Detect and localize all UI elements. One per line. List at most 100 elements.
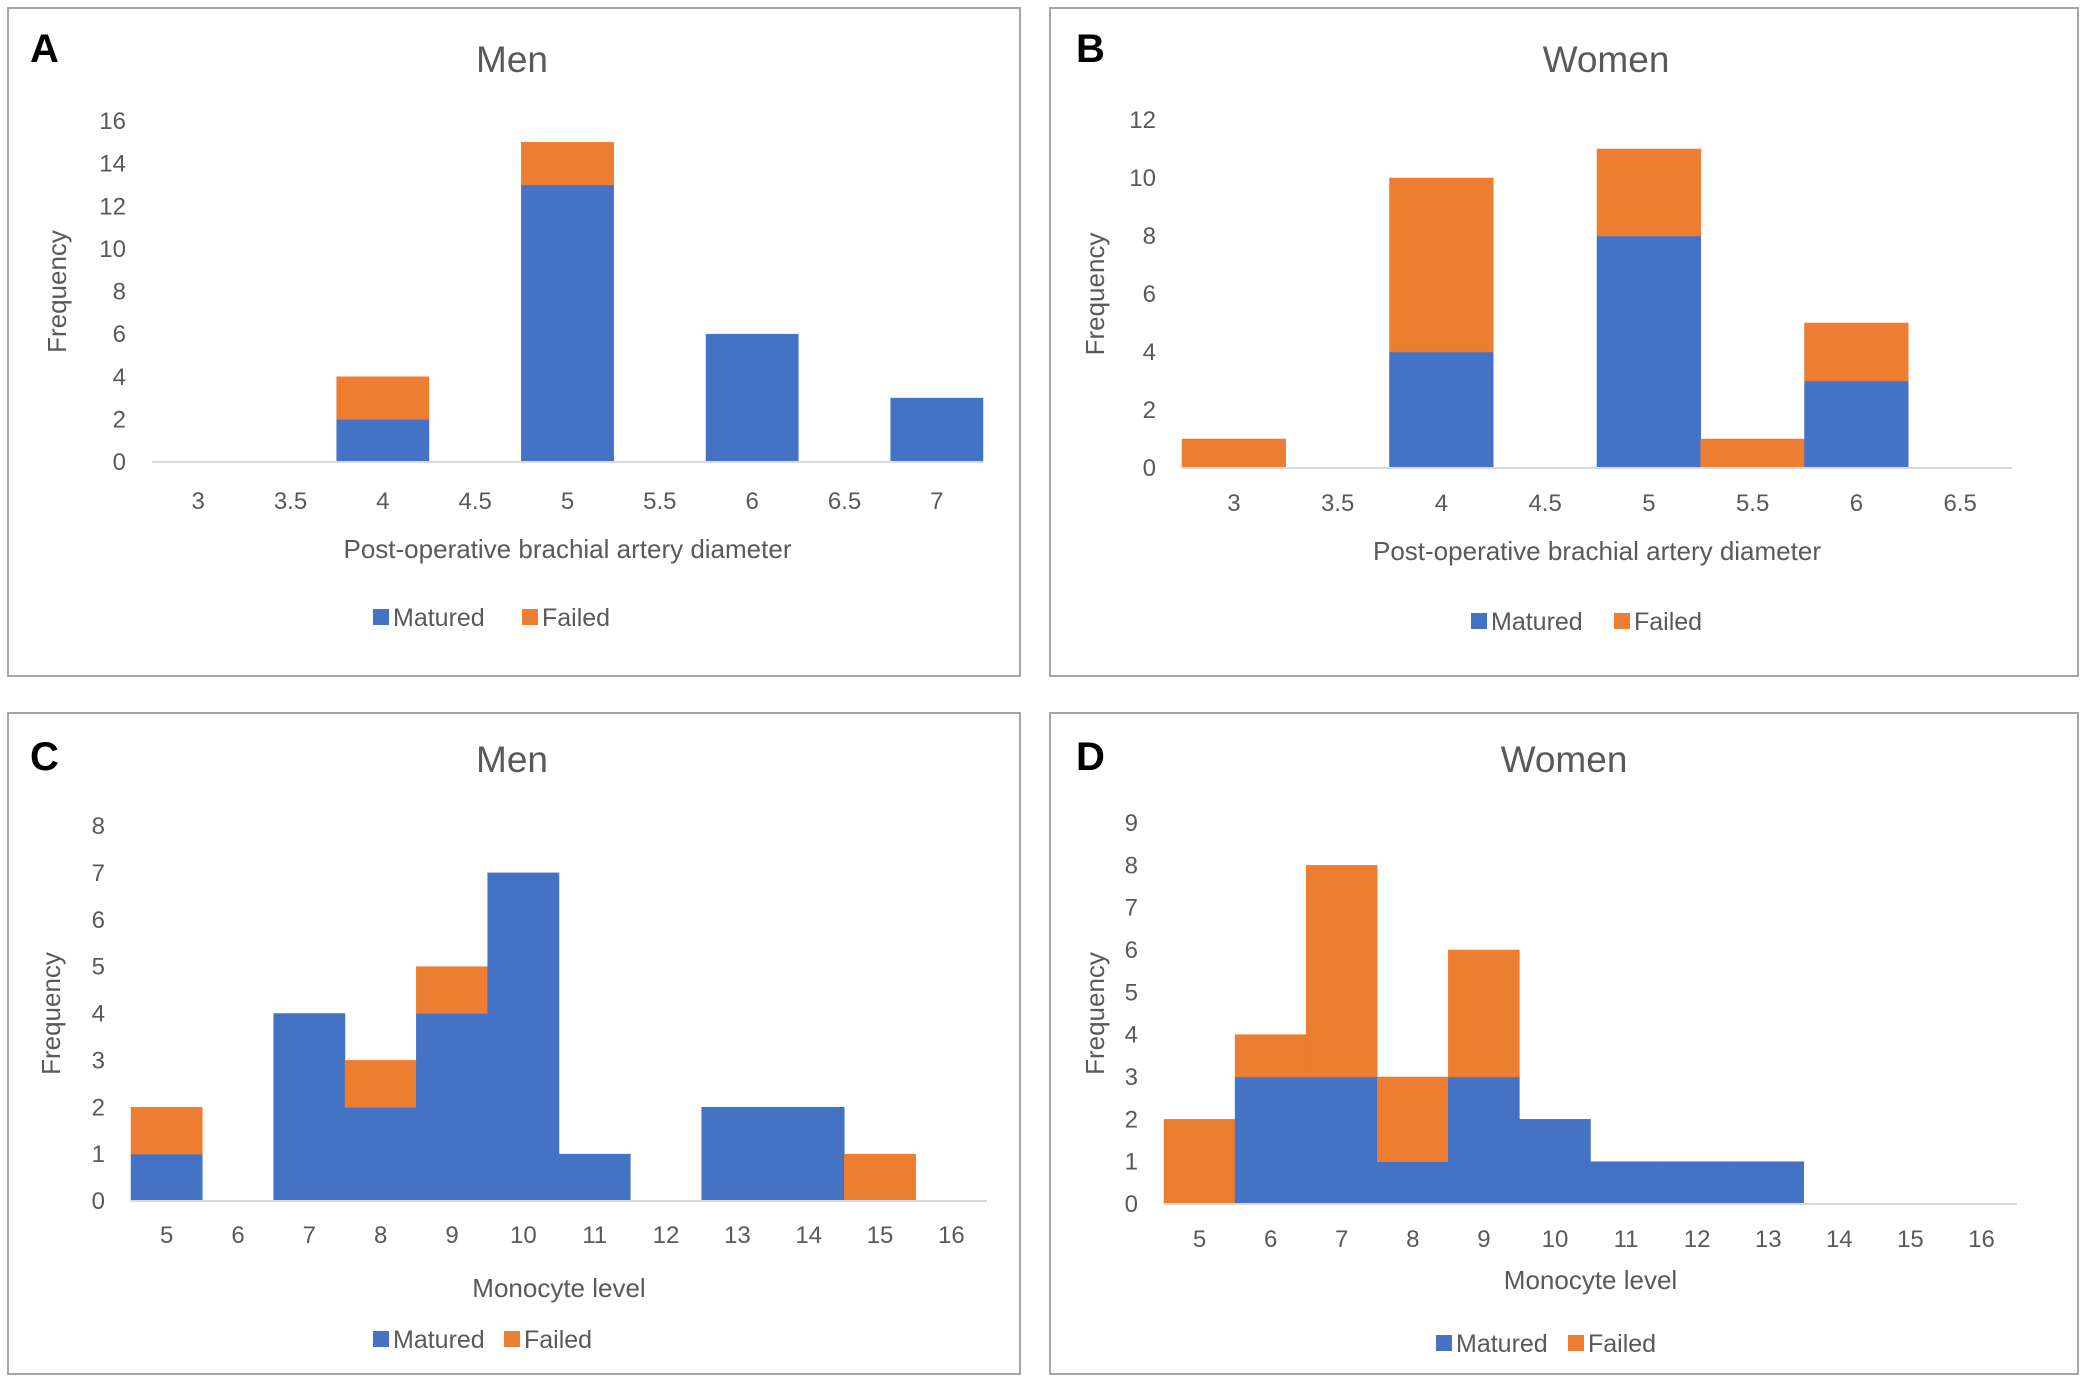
bar-matured-8 [344,1107,417,1202]
bar-matured-5 [521,184,614,463]
x-tick-label: 5 [1642,490,1655,517]
x-axis-title: Post-operative brachial artery diameter [344,534,792,564]
x-tick-label: 7 [1335,1226,1348,1253]
bar-matured-12 [1661,1161,1733,1205]
chart-title: Men [476,739,548,780]
y-tick-label: 0 [113,449,126,476]
y-tick-label: 4 [1125,1022,1138,1049]
y-tick-label: 0 [1143,455,1156,482]
x-tick-label: 6.5 [1943,490,1976,517]
y-tick-label: 7 [92,860,105,887]
y-tick-label: 4 [92,1001,105,1028]
y-tick-label: 16 [99,108,126,135]
y-tick-label: 6 [1143,281,1156,308]
chart-title: Women [1501,739,1628,780]
y-tick-label: 8 [1143,223,1156,250]
y-tick-label: 0 [92,1188,105,1215]
x-axis-title: Monocyte level [1504,1265,1677,1295]
panel-frame [1049,712,2079,1375]
x-tick-label: 5 [160,1222,173,1249]
bar-matured-7 [273,1013,346,1202]
legend-swatch-matured [373,1331,389,1347]
bar-failed-4 [336,376,430,420]
bar-matured-6 [1234,1076,1307,1205]
legend: Matured Failed [373,1326,592,1354]
panel-letter: A [30,27,59,71]
bar-matured-10 [1519,1119,1591,1205]
y-tick-label: 5 [1125,979,1138,1006]
bar-matured-5 [130,1153,203,1202]
bar-matured-8 [1377,1161,1449,1205]
y-axis-title: Frequency [36,952,66,1075]
legend: Matured Failed [1471,608,1702,636]
y-tick-label: 8 [113,279,126,306]
legend-swatch-failed [504,1331,520,1347]
bar-matured-13 [701,1107,774,1202]
x-tick-label: 7 [303,1222,316,1249]
panel-frame [1049,7,2079,677]
y-tick-label: 10 [99,236,126,263]
bar-failed-9 [416,966,488,1014]
x-tick-label: 3.5 [1321,490,1354,517]
legend-label-matured: Matured [393,604,485,632]
legend-label-matured: Matured [1456,1330,1548,1358]
bar-failed-6 [1234,1034,1307,1078]
x-tick-label: 14 [795,1222,822,1249]
x-tick-label: 16 [1968,1226,1995,1253]
legend-swatch-matured [1471,613,1487,629]
bar-matured-14 [772,1107,845,1202]
y-tick-label: 12 [1129,107,1156,134]
bar-matured-11 [558,1153,631,1202]
x-tick-label: 10 [1542,1226,1569,1253]
y-axis-title: Frequency [1080,952,1110,1075]
legend-swatch-failed [1614,613,1630,629]
x-tick-label: 3 [1227,490,1240,517]
x-tick-label: 5.5 [643,488,676,515]
x-tick-label: 13 [724,1222,751,1249]
x-tick-label: 4 [1435,490,1448,517]
legend-label-failed: Failed [1634,608,1702,636]
y-tick-label: 7 [1125,895,1138,922]
x-tick-label: 4.5 [458,488,491,515]
x-tick-label: 13 [1755,1226,1782,1253]
legend-label-failed: Failed [1588,1330,1656,1358]
y-tick-label: 2 [92,1094,105,1121]
x-tick-label: 7 [930,488,943,515]
y-tick-label: 8 [1125,852,1138,879]
panel-letter: D [1076,735,1105,779]
y-tick-label: 2 [1125,1106,1138,1133]
bar-matured-4 [1389,351,1494,469]
y-tick-label: 6 [1125,937,1138,964]
legend-swatch-matured [373,609,389,625]
x-tick-label: 6 [1850,490,1863,517]
y-tick-label: 2 [1143,397,1156,424]
legend-swatch-failed [1568,1335,1584,1351]
y-tick-label: 4 [1143,339,1156,366]
legend: Matured Failed [1436,1330,1656,1358]
x-tick-label: 16 [938,1222,965,1249]
legend-label-matured: Matured [393,1326,485,1354]
bar-matured-6 [1804,380,1909,469]
x-tick-label: 6 [231,1222,244,1249]
bar-failed-6 [1804,322,1909,382]
x-axis-title: Post-operative brachial artery diameter [1373,536,1821,566]
x-tick-label: 11 [1614,1226,1639,1253]
x-tick-label: 14 [1826,1226,1853,1253]
legend-label-failed: Failed [542,604,610,632]
bar-failed-3 [1181,438,1286,469]
bar-matured-9 [416,1013,488,1202]
bar-failed-5 [521,142,614,186]
chart-panel-a: A Men 0 2 4 6 8 10 12 14 16 3 3.5 4 4.5 5 5.5 6 6.5 7 Post-o… [7,7,1021,677]
bar-matured-9 [1448,1076,1520,1205]
chart-panel-b: B Women 0 2 4 6 8 10 12 3 3.5 4 4.5 5 5.5 6 6.5 Post-oper… [1049,7,2079,677]
x-tick-label: 6.5 [828,488,861,515]
x-tick-label: 15 [867,1222,894,1249]
y-tick-label: 10 [1129,165,1156,192]
bar-failed-5 [1163,1119,1236,1205]
x-tick-label: 15 [1897,1226,1924,1253]
bar-failed-8 [344,1060,417,1108]
x-tick-label: 3.5 [274,488,307,515]
